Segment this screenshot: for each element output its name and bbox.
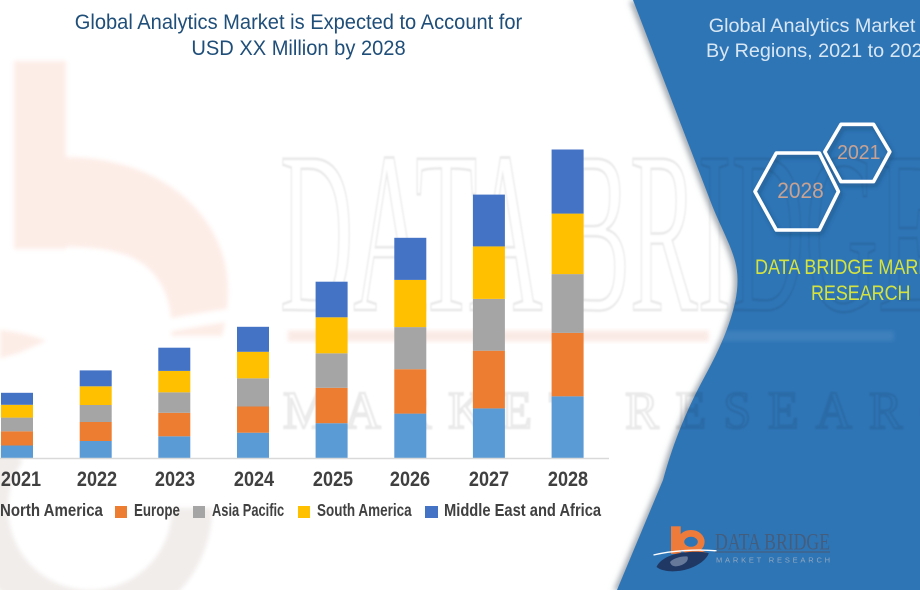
svg-text:DATA BRIDGE: DATA BRIDGE [280,104,920,360]
svg-text:DATA BRIDGE: DATA BRIDGE [715,530,830,556]
svg-text:MARKET RESEARCH: MARKET RESEARCH [716,556,833,565]
svg-text:MARKET RESEARCH: MARKET RESEARCH [283,382,920,440]
